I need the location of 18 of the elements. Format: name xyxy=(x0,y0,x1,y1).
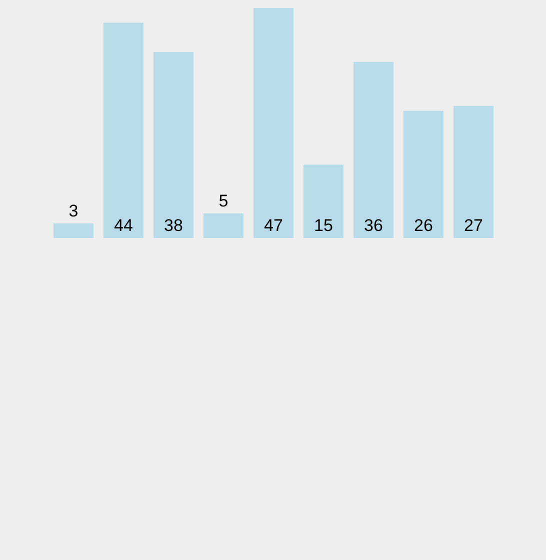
bar xyxy=(254,8,294,238)
bar xyxy=(404,110,444,238)
data-label: 47 xyxy=(264,216,283,235)
data-label: 15 xyxy=(314,216,333,235)
bar xyxy=(304,164,344,238)
bar xyxy=(204,214,244,238)
data-label: 5 xyxy=(218,192,228,211)
bar xyxy=(154,52,194,238)
bar xyxy=(354,62,394,238)
data-label: 38 xyxy=(164,216,183,235)
data-label: 27 xyxy=(464,216,483,235)
bar xyxy=(104,22,144,238)
bar xyxy=(454,106,494,238)
data-label: 3 xyxy=(68,201,78,220)
data-label: 26 xyxy=(414,216,433,235)
data-label: 36 xyxy=(364,216,383,235)
data-label: 44 xyxy=(114,216,133,235)
bar xyxy=(54,223,94,238)
